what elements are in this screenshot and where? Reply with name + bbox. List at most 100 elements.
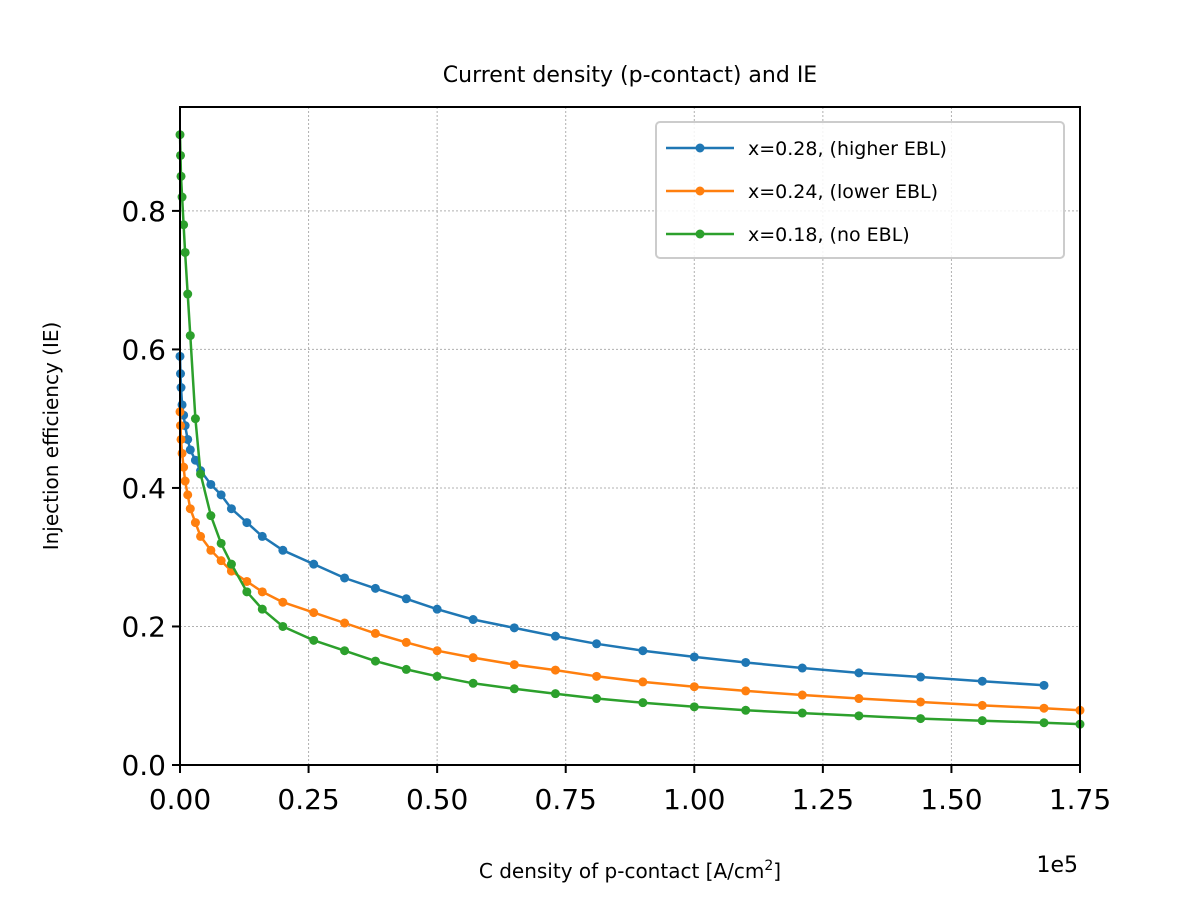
data-point [550, 689, 560, 699]
data-point [340, 573, 350, 583]
data-point [468, 615, 478, 625]
data-point [638, 677, 648, 687]
data-point [179, 462, 189, 472]
legend: x=0.28, (higher EBL) x=0.24, (lower EBL) x… [655, 121, 1065, 259]
x-tick-label: 0.50 [406, 783, 468, 816]
data-point [183, 434, 193, 444]
data-point [977, 716, 987, 726]
data-point [183, 490, 193, 500]
data-point [468, 678, 478, 688]
data-point [242, 576, 252, 586]
data-point [550, 631, 560, 641]
data-point [854, 694, 864, 704]
data-point [401, 637, 411, 647]
y-axis-label: Injection efficiency (IE) [39, 322, 63, 551]
x-tick-label: 1.00 [663, 783, 725, 816]
data-point [278, 545, 288, 555]
data-point [206, 545, 216, 555]
legend-swatch-marker [695, 229, 705, 239]
series-3 [175, 130, 1085, 729]
series-layer [175, 130, 1085, 729]
data-point [1039, 703, 1049, 713]
data-point [278, 621, 288, 631]
data-point [977, 700, 987, 710]
data-point [196, 469, 206, 479]
data-point [176, 383, 186, 393]
data-point [185, 331, 195, 341]
data-point [226, 559, 236, 569]
legend-item-1: x=0.28, (higher EBL) [666, 138, 947, 160]
data-point [176, 171, 186, 181]
data-point [432, 646, 442, 656]
data-point [854, 711, 864, 721]
data-point [206, 479, 216, 489]
data-point [370, 656, 380, 666]
data-point [278, 597, 288, 607]
data-point [1039, 718, 1049, 728]
data-point [401, 664, 411, 674]
data-point [432, 604, 442, 614]
data-point [206, 511, 216, 521]
data-point [741, 705, 751, 715]
data-point [432, 671, 442, 681]
data-point [689, 702, 699, 712]
legend-label: x=0.18, (no EBL) [748, 224, 910, 246]
data-point [309, 608, 319, 618]
data-point [797, 663, 807, 673]
data-point [177, 448, 187, 458]
data-point [509, 660, 519, 670]
data-point [977, 676, 987, 686]
data-point [185, 504, 195, 514]
series-line [178, 411, 1081, 712]
data-point [257, 604, 267, 614]
x-tick-label: 1.25 [792, 783, 854, 816]
data-point [309, 635, 319, 645]
data-point [916, 697, 926, 707]
x-axis-label-superscript: 2 [764, 858, 773, 874]
data-point [509, 623, 519, 633]
y-tick-label: 0.2 [121, 610, 166, 643]
data-point [257, 587, 267, 597]
data-point [916, 672, 926, 682]
series-line [178, 134, 1081, 726]
data-point [854, 668, 864, 678]
x-tick-label: 0.00 [149, 783, 211, 816]
data-point [242, 518, 252, 528]
legend-item-2: x=0.24, (lower EBL) [666, 181, 938, 203]
data-point [797, 708, 807, 718]
data-point [592, 671, 602, 681]
y-tick-label: 0.0 [121, 749, 166, 782]
data-point [257, 531, 267, 541]
data-point [183, 289, 193, 299]
x-axis-label: C density of p-contact [A/cm2] [479, 858, 781, 883]
data-point [177, 192, 187, 202]
legend-label: x=0.28, (higher EBL) [748, 138, 947, 160]
data-point [689, 682, 699, 692]
data-point [592, 639, 602, 649]
legend-label: x=0.24, (lower EBL) [748, 181, 938, 203]
data-point [226, 504, 236, 514]
series-2 [175, 407, 1085, 715]
data-point [216, 490, 226, 500]
data-point [340, 618, 350, 628]
legend-swatch-marker [695, 186, 705, 196]
y-axis: 0.0 0.2 0.4 0.6 0.8 [121, 195, 180, 782]
data-point [638, 646, 648, 656]
y-tick-label: 0.8 [121, 195, 166, 228]
data-point [216, 538, 226, 548]
data-point [468, 653, 478, 663]
data-point [741, 657, 751, 667]
data-point [185, 445, 195, 455]
legend-swatch-marker [695, 143, 705, 153]
data-point [190, 455, 200, 465]
x-tick-label: 0.75 [535, 783, 597, 816]
series-1 [175, 351, 1049, 690]
data-point [916, 714, 926, 724]
data-point [176, 434, 186, 444]
data-point [401, 594, 411, 604]
chart-title: Current density (p-contact) and IE [443, 63, 817, 88]
data-point [1039, 680, 1049, 690]
data-point [592, 694, 602, 704]
series-line [178, 356, 1045, 687]
